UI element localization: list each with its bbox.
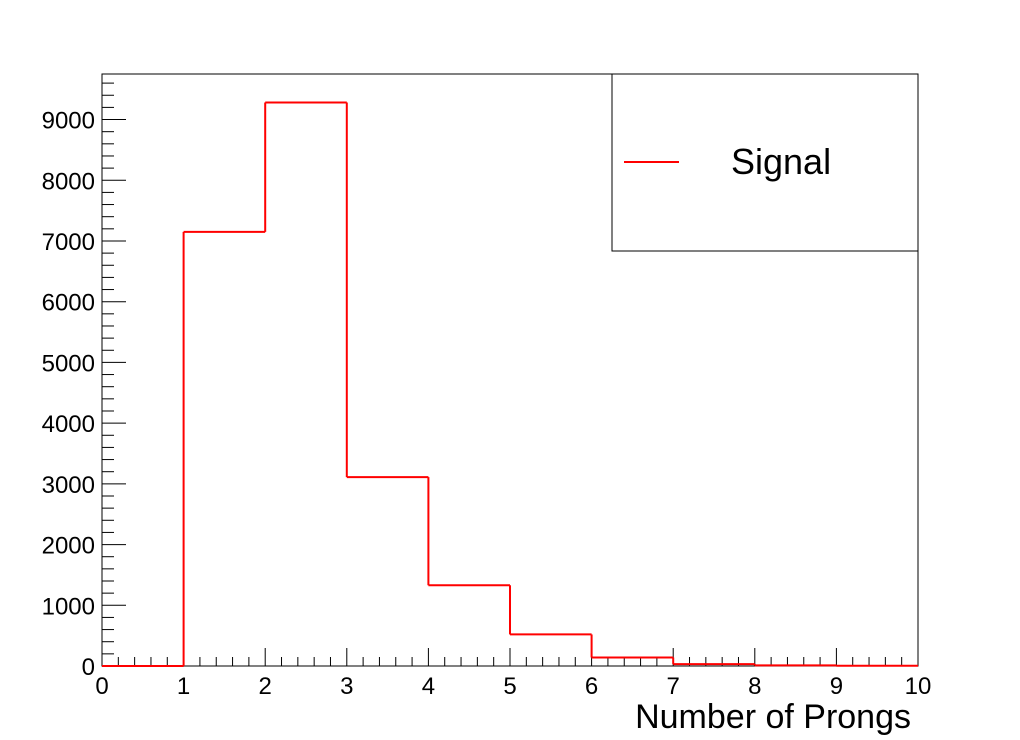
y-tick-label: 8000 — [42, 168, 95, 195]
y-tick-label: 0 — [82, 654, 95, 681]
y-tick-label: 6000 — [42, 290, 95, 317]
x-tick-label: 7 — [667, 673, 680, 700]
x-axis-title: Number of Prongs — [635, 698, 911, 736]
y-tick-label: 7000 — [42, 229, 95, 256]
y-tick-label: 2000 — [42, 533, 95, 560]
y-tick-label: 3000 — [42, 472, 95, 499]
y-tick-label: 4000 — [42, 411, 95, 438]
x-tick-label: 2 — [259, 673, 272, 700]
x-tick-label: 6 — [585, 673, 598, 700]
y-axis-tick-labels: 0 1000 2000 3000 4000 5000 6000 7000 8000 9000 — [42, 108, 95, 681]
y-axis-ticks — [102, 82, 126, 667]
y-tick-label: 1000 — [42, 593, 95, 620]
y-tick-label: 9000 — [42, 108, 95, 135]
y-tick-label: 5000 — [42, 350, 95, 377]
x-tick-label: 3 — [340, 673, 353, 700]
x-tick-label: 9 — [830, 673, 843, 700]
x-tick-label: 4 — [422, 673, 435, 700]
x-tick-label: 5 — [503, 673, 516, 700]
x-tick-label: 0 — [95, 673, 108, 700]
legend: Signal — [611, 73, 919, 252]
x-axis-ticks — [101, 648, 919, 666]
legend-label-signal: Signal — [731, 141, 831, 182]
x-tick-label: 10 — [905, 673, 932, 700]
x-tick-label: 1 — [177, 673, 190, 700]
x-tick-label: 8 — [748, 673, 761, 700]
x-axis-tick-labels: 0 1 2 3 4 5 6 7 8 9 10 — [95, 673, 931, 700]
histogram-steps — [102, 101, 918, 667]
